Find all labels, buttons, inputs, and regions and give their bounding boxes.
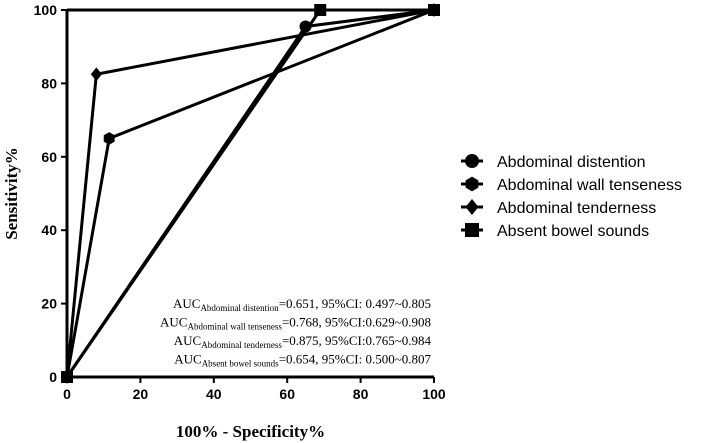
auc-value: =0.651, 95%CI: 0.497~0.805 xyxy=(279,296,431,311)
auc-prefix: AUC xyxy=(173,296,200,311)
y-tick-label: 20 xyxy=(41,296,57,312)
x-tick-label: 0 xyxy=(63,386,71,402)
legend-item: Absent bowel sounds xyxy=(461,223,649,240)
auc-prefix: AUC xyxy=(174,333,201,348)
auc-subscript: Abdominal wall tenseness xyxy=(187,322,282,332)
data-point xyxy=(428,4,440,16)
auc-value: =0.768, 95%CI:0.629~0.908 xyxy=(282,315,431,330)
x-tick-label: 60 xyxy=(279,386,295,402)
series-3 xyxy=(61,4,440,383)
auc-annotation: AUCAbdominal wall tenseness=0.768, 95%CI… xyxy=(160,315,431,332)
y-tick-label: 100 xyxy=(34,2,58,18)
auc-annotation: AUCAbdominal distention=0.651, 95%CI: 0.… xyxy=(173,296,431,313)
auc-annotation: AUCAbdominal tenderness=0.875, 95%CI:0.7… xyxy=(174,333,432,350)
auc-prefix: AUC xyxy=(160,315,187,330)
y-tick-label: 60 xyxy=(41,149,57,165)
hexagon-icon xyxy=(465,176,479,192)
auc-value: =0.654, 95%CI: 0.500~0.807 xyxy=(279,352,432,367)
legend-label: Abdominal distention xyxy=(497,154,646,171)
circle-icon xyxy=(465,154,479,168)
x-tick-label: 40 xyxy=(206,386,222,402)
y-tick-label: 0 xyxy=(49,369,57,385)
x-tick-label: 80 xyxy=(353,386,369,402)
x-tick-label: 100 xyxy=(422,386,446,402)
x-axis-title: 100% - Specificity% xyxy=(176,422,325,441)
auc-subscript: Abdominal tenderness xyxy=(201,340,282,350)
auc-annotations: AUCAbdominal distention=0.651, 95%CI: 0.… xyxy=(160,296,431,369)
legend-label: Absent bowel sounds xyxy=(497,223,649,240)
data-point xyxy=(103,132,115,145)
x-tick-label: 20 xyxy=(133,386,149,402)
auc-value: =0.875, 95%CI:0.765~0.984 xyxy=(282,333,432,348)
diamond-icon xyxy=(465,198,479,216)
data-point xyxy=(61,371,73,383)
legend: Abdominal distention Abdominal wall tense… xyxy=(461,154,682,240)
auc-annotation: AUCAbsent bowel sounds=0.654, 95%CI: 0.5… xyxy=(174,352,431,369)
auc-subscript: Abdominal distention xyxy=(200,303,279,313)
square-icon xyxy=(465,223,479,237)
legend-label: Abdominal wall tenseness xyxy=(497,177,682,194)
y-axis-title: Sensitivity% xyxy=(2,147,21,240)
legend-item: Abdominal distention xyxy=(461,154,646,171)
data-point xyxy=(90,67,102,82)
legend-label: Abdominal tenderness xyxy=(497,200,656,217)
y-tick-label: 40 xyxy=(41,222,57,238)
axes: 0 20 40 60 80 100 0 20 40 60 80 100 xyxy=(34,2,446,402)
legend-item: Abdominal tenderness xyxy=(461,198,656,217)
y-tick-label: 80 xyxy=(41,75,57,91)
legend-item: Abdominal wall tenseness xyxy=(461,176,682,194)
data-point xyxy=(314,4,327,16)
auc-subscript: Absent bowel sounds xyxy=(202,359,279,369)
auc-prefix: AUC xyxy=(174,352,201,367)
